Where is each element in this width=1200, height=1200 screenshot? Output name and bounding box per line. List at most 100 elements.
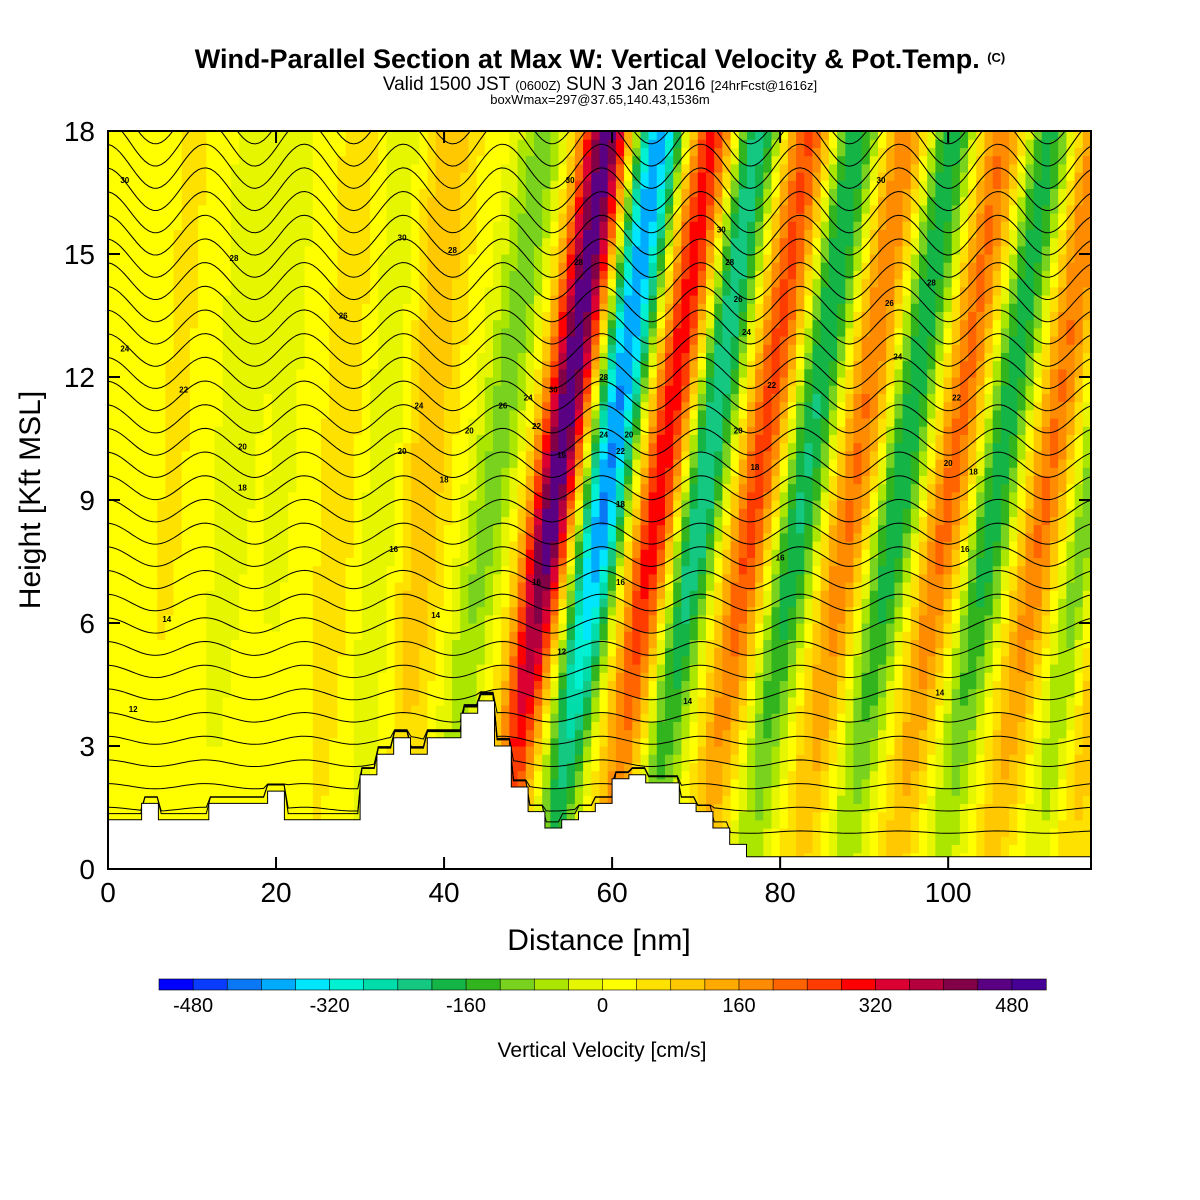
field-cell — [411, 532, 420, 542]
field-cell — [509, 737, 519, 747]
field-cell — [321, 163, 330, 173]
field-cell — [149, 237, 158, 247]
field-cell — [132, 631, 142, 640]
field-cell — [493, 270, 502, 280]
field-cell — [189, 606, 199, 616]
field-cell — [443, 172, 453, 181]
field-cell — [361, 631, 371, 640]
field-cell — [394, 311, 404, 321]
field-cell — [304, 336, 314, 345]
field-cell — [411, 442, 420, 452]
field-cell — [116, 524, 125, 534]
field-cell — [517, 295, 527, 304]
field-cell — [312, 204, 322, 214]
field-cell — [288, 508, 297, 517]
field-cell — [386, 254, 396, 263]
field-cell — [140, 664, 150, 673]
field-cell — [312, 131, 322, 140]
field-cell — [550, 393, 560, 403]
field-cell — [353, 155, 363, 165]
field-cell — [255, 368, 265, 378]
field-cell — [288, 180, 297, 189]
field-cell — [337, 721, 347, 731]
field-cell — [239, 204, 248, 214]
field-cell — [149, 221, 158, 230]
field-cell — [214, 401, 224, 411]
field-cell — [476, 590, 486, 599]
field-cell — [493, 664, 502, 673]
field-cell — [370, 131, 379, 140]
field-cell — [550, 746, 560, 755]
field-cell — [140, 631, 150, 640]
field-cell — [230, 549, 240, 558]
field-cell — [558, 811, 568, 821]
field-cell — [370, 196, 379, 206]
field-cell — [296, 442, 306, 452]
field-cell — [476, 532, 486, 542]
field-cell — [517, 213, 527, 222]
field-cell — [116, 204, 125, 214]
field-cell — [321, 762, 330, 772]
field-cell — [509, 631, 519, 640]
field-cell — [501, 705, 510, 714]
field-cell — [165, 237, 175, 247]
field-cell — [558, 795, 568, 804]
field-cell — [402, 303, 412, 312]
field-cell — [214, 180, 224, 189]
field-cell — [239, 754, 248, 763]
field-cell — [370, 327, 379, 337]
field-cell — [427, 344, 437, 353]
field-cell — [230, 500, 240, 509]
field-cell — [312, 327, 322, 337]
field-cell — [378, 582, 388, 591]
field-cell — [345, 278, 355, 288]
field-cell — [394, 245, 404, 255]
field-cell — [435, 180, 445, 189]
field-cell — [116, 811, 125, 821]
field-cell — [378, 541, 388, 550]
field-cell — [484, 672, 494, 681]
field-cell — [271, 664, 281, 673]
field-cell — [493, 450, 502, 460]
field-cell — [214, 532, 224, 542]
field-cell — [329, 582, 338, 591]
field-cell — [271, 163, 281, 173]
field-cell — [108, 655, 117, 665]
field-cell — [370, 647, 379, 657]
field-cell — [312, 705, 322, 714]
field-cell — [304, 262, 314, 271]
field-cell — [427, 475, 437, 485]
field-cell — [525, 696, 535, 706]
field-cell — [558, 631, 568, 640]
field-cell — [140, 688, 150, 698]
field-cell — [198, 680, 207, 690]
field-cell — [435, 393, 445, 403]
field-cell — [214, 729, 224, 739]
field-cell — [427, 393, 437, 403]
field-cell — [517, 491, 527, 501]
field-cell — [370, 696, 379, 706]
field-cell — [280, 188, 289, 198]
field-cell — [427, 237, 437, 247]
field-cell — [476, 680, 486, 690]
field-cell — [394, 188, 404, 198]
field-cell — [468, 614, 478, 624]
field-cell — [157, 565, 166, 575]
field-cell — [419, 713, 429, 722]
field-cell — [353, 565, 363, 575]
field-cell — [288, 762, 297, 772]
field-cell — [501, 434, 510, 444]
field-cell — [173, 418, 183, 427]
field-cell — [525, 344, 535, 353]
field-cell — [230, 311, 240, 321]
field-cell — [304, 278, 314, 288]
field-cell — [345, 327, 355, 337]
field-cell — [345, 475, 355, 485]
field-cell — [370, 163, 379, 173]
field-cell — [304, 729, 314, 739]
field-cell — [157, 647, 166, 657]
field-cell — [165, 245, 175, 255]
field-cell — [493, 565, 502, 575]
field-cell — [239, 721, 248, 731]
field-cell — [460, 409, 469, 419]
